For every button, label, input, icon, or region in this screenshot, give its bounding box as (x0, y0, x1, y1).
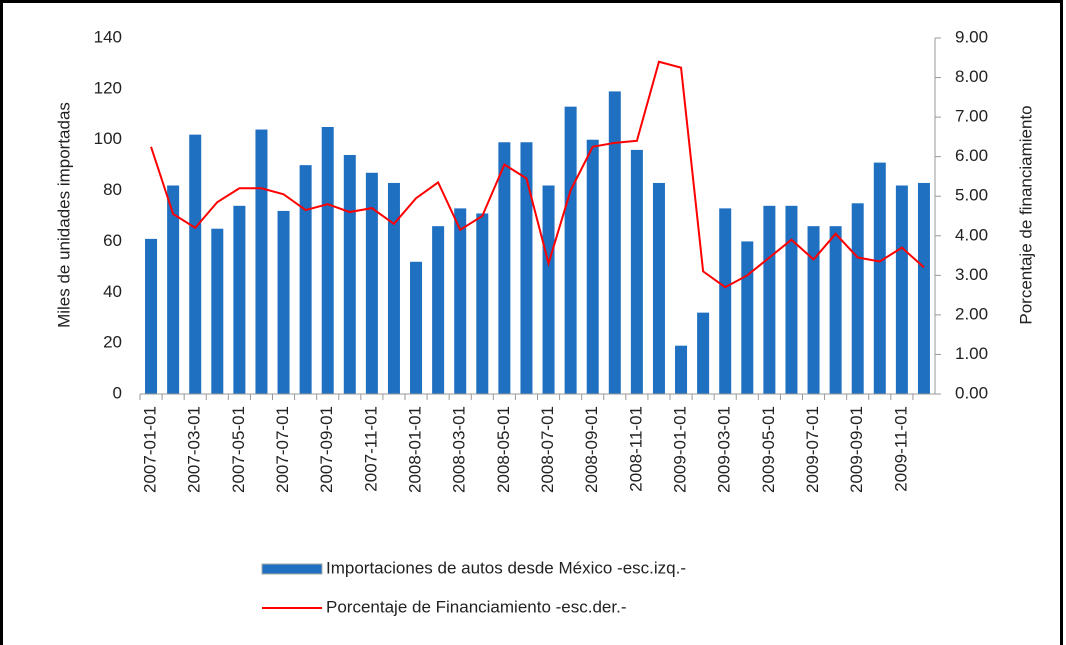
y2-tick-label: 4.00 (955, 225, 988, 244)
x-tick-label: 2008-09-01 (582, 406, 601, 493)
x-tick-label: 2007-01-01 (141, 406, 160, 493)
y2-tick-label: 7.00 (955, 107, 988, 126)
y2-tick-label: 8.00 (955, 67, 988, 86)
legend-label: Porcentaje de Financiamiento -esc.der.- (326, 597, 627, 616)
bar (542, 185, 555, 394)
bar (873, 162, 886, 394)
x-tick-label: 2009-11-01 (891, 406, 910, 492)
bar (410, 261, 423, 394)
y-tick-label: 100 (94, 129, 122, 148)
bar (608, 91, 621, 395)
bar (917, 182, 930, 394)
y2-tick-label: 2.00 (955, 304, 988, 323)
y2-tick-label: 3.00 (955, 265, 988, 284)
bar (454, 208, 467, 394)
x-tick-label: 2008-07-01 (538, 406, 557, 493)
x-tick-label: 2007-05-01 (229, 406, 248, 493)
bar (719, 208, 732, 394)
y2-tick-label: 1.00 (955, 344, 988, 363)
y-tick-label: 120 (94, 78, 122, 97)
x-tick-label: 2009-03-01 (715, 406, 734, 493)
y2-axis-title: Porcentaje de financiamiento (1016, 105, 1035, 324)
bar (675, 345, 688, 394)
bar (741, 241, 754, 394)
bar (167, 185, 180, 394)
bar (763, 205, 776, 394)
bar (851, 203, 864, 394)
x-tick-label: 2007-11-01 (361, 406, 380, 492)
x-tick-label: 2009-01-01 (671, 406, 690, 493)
legend-swatch (261, 563, 323, 575)
bar (343, 154, 356, 394)
bar (145, 238, 158, 394)
x-tick-label: 2008-01-01 (406, 406, 425, 493)
bar (564, 106, 577, 395)
bar (630, 149, 643, 394)
bar (189, 134, 202, 394)
x-tick-label: 2008-03-01 (450, 406, 469, 493)
bar (520, 142, 533, 394)
x-tick-label: 2009-09-01 (847, 406, 866, 493)
legend-label: Importaciones de autos desde México -esc… (326, 558, 686, 577)
bar (652, 182, 665, 394)
y-tick-label: 80 (103, 180, 122, 199)
bar (277, 210, 290, 394)
bar (211, 228, 224, 394)
bar (807, 226, 820, 394)
y2-tick-label: 9.00 (955, 27, 988, 46)
bar (895, 185, 908, 394)
bar (829, 226, 842, 394)
bar (233, 205, 246, 394)
bar (476, 213, 489, 394)
y-tick-label: 140 (94, 27, 122, 46)
bar (365, 172, 378, 394)
bar (785, 205, 798, 394)
x-tick-label: 2007-07-01 (273, 406, 292, 493)
x-tick-label: 2007-09-01 (317, 406, 336, 493)
y-tick-label: 20 (103, 333, 122, 352)
bar (432, 226, 445, 394)
bar (321, 127, 334, 394)
y-tick-label: 40 (103, 282, 122, 301)
bar (255, 129, 268, 395)
bar (498, 142, 511, 394)
bar (697, 312, 710, 394)
y-tick-label: 60 (103, 231, 122, 250)
x-tick-label: 2008-11-01 (626, 406, 645, 492)
x-tick-label: 2007-03-01 (185, 406, 204, 493)
bar (299, 165, 312, 394)
bar (387, 182, 400, 394)
y2-tick-label: 0.00 (955, 383, 988, 402)
x-tick-label: 2009-07-01 (803, 406, 822, 493)
y-tick-label: 0 (113, 383, 122, 402)
y2-tick-label: 5.00 (955, 186, 988, 205)
line (150, 60, 925, 289)
x-tick-label: 2008-05-01 (494, 406, 513, 493)
y2-tick-label: 6.00 (955, 146, 988, 165)
x-tick-label: 2009-05-01 (759, 406, 778, 493)
y-axis-title: Miles de unidades importadas (54, 102, 73, 328)
bar (586, 139, 599, 394)
